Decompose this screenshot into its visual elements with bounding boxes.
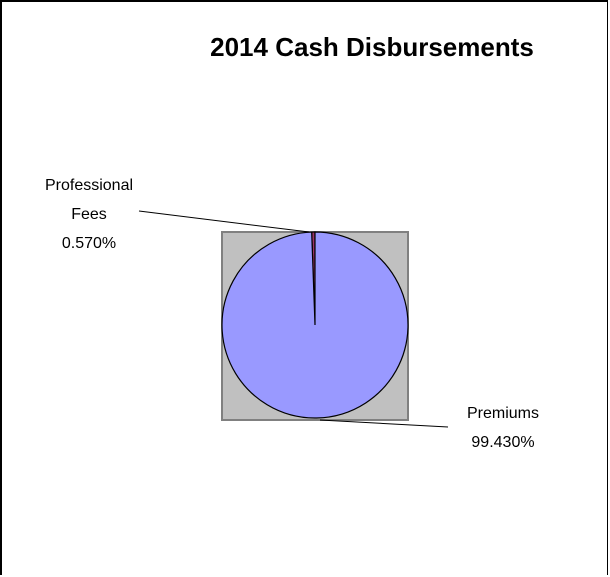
- slice-label-premiums: Premiums: [467, 405, 539, 422]
- chart-title: 2014 Cash Disbursements: [210, 32, 534, 62]
- slice-label-professional-fees-line2: Fees: [71, 206, 107, 223]
- slice-pct-professional-fees: 0.570%: [62, 235, 116, 252]
- pie-slice-premiums: [221, 231, 409, 419]
- leader-line-premiums: [319, 419, 449, 428]
- leader-line-professional-fees: [138, 210, 310, 233]
- slice-pct-premiums: 99.430%: [471, 434, 534, 451]
- slice-label-professional-fees-line1: Professional: [45, 177, 133, 194]
